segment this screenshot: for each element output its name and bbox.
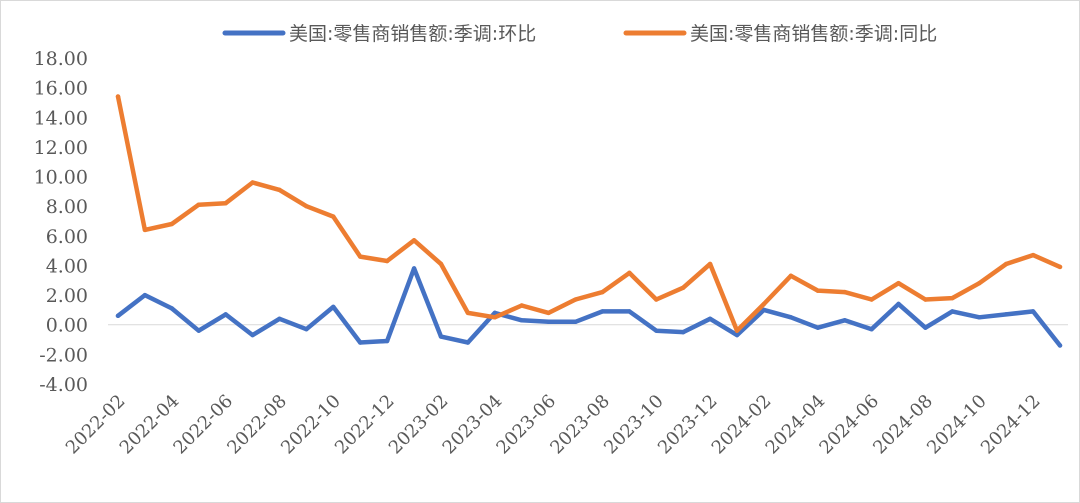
point-mom xyxy=(977,315,982,320)
point-yoy xyxy=(573,297,578,302)
point-yoy xyxy=(600,289,605,295)
point-mom xyxy=(519,318,524,323)
point-yoy xyxy=(1003,261,1009,267)
point-mom xyxy=(411,266,417,271)
point-mom xyxy=(115,313,121,319)
point-mom xyxy=(761,307,767,313)
x-tick-label: 2024-12 xyxy=(977,391,1045,459)
legend: 美国:零售商销售额:季调:环比 美国:零售商销售额:季调:同比 xyxy=(222,23,937,45)
point-yoy xyxy=(815,288,820,293)
point-mom xyxy=(842,318,847,323)
plot-area xyxy=(108,94,1068,348)
point-mom xyxy=(869,326,874,332)
point-mom xyxy=(358,340,363,345)
point-yoy xyxy=(223,201,228,206)
point-mom xyxy=(142,292,148,298)
point-mom xyxy=(707,316,713,321)
point-mom xyxy=(492,310,497,316)
point-yoy xyxy=(169,221,175,227)
point-yoy xyxy=(115,94,121,99)
y-axis: 18.00 16.00 14.00 12.00 10.00 8.00 6.00 4.00 2.0… xyxy=(34,48,88,396)
point-yoy xyxy=(250,180,255,185)
point-mom xyxy=(923,325,928,330)
point-mom xyxy=(169,306,175,311)
point-mom xyxy=(384,338,390,344)
point-yoy xyxy=(519,303,524,308)
point-mom xyxy=(600,309,605,314)
point-yoy xyxy=(681,285,686,290)
point-mom xyxy=(681,329,686,335)
series-line-yoy xyxy=(115,94,1063,333)
point-yoy xyxy=(654,297,659,302)
point-mom xyxy=(573,319,578,324)
point-yoy xyxy=(1030,252,1036,258)
y-tick-label: 14.00 xyxy=(34,107,88,129)
legend-label-mom: 美国:零售商销售额:季调:环比 xyxy=(289,23,536,45)
point-mom xyxy=(896,301,901,307)
point-yoy xyxy=(277,187,282,193)
y-tick-label: 8.00 xyxy=(46,196,88,218)
y-tick-label: 12.00 xyxy=(34,137,88,159)
point-mom xyxy=(196,328,201,333)
point-mom xyxy=(250,332,255,338)
y-tick-label: 2.00 xyxy=(46,285,88,307)
point-mom xyxy=(465,340,471,345)
point-yoy xyxy=(842,289,847,295)
point-yoy xyxy=(734,328,740,333)
point-yoy xyxy=(358,254,363,259)
point-yoy xyxy=(869,297,874,302)
point-yoy xyxy=(546,310,551,316)
x-axis: 2022-022022-042022-062022-082022-102022-… xyxy=(62,391,1045,459)
point-mom xyxy=(546,319,551,324)
point-mom xyxy=(1030,309,1036,314)
series-line-mom xyxy=(115,266,1063,348)
point-yoy xyxy=(196,202,201,207)
y-tick-label: 18.00 xyxy=(34,48,88,70)
point-yoy xyxy=(977,281,982,286)
point-yoy xyxy=(331,214,336,219)
point-mom xyxy=(815,325,820,330)
point-mom xyxy=(438,334,444,339)
point-yoy xyxy=(950,295,955,301)
point-mom xyxy=(331,304,336,310)
y-tick-label: 4.00 xyxy=(46,255,88,277)
y-tick-label: -2.00 xyxy=(39,344,88,366)
point-yoy xyxy=(761,301,767,307)
point-yoy xyxy=(304,203,309,209)
point-mom xyxy=(734,332,740,338)
point-yoy xyxy=(411,238,417,243)
point-mom xyxy=(788,315,794,320)
point-yoy xyxy=(896,281,901,286)
point-mom xyxy=(654,328,659,333)
point-mom xyxy=(1057,343,1063,348)
legend-label-yoy: 美国:零售商销售额:季调:同比 xyxy=(690,23,937,45)
point-yoy xyxy=(142,227,148,233)
y-tick-label: 6.00 xyxy=(46,226,88,248)
point-mom xyxy=(950,309,955,314)
point-yoy xyxy=(438,261,444,267)
point-mom xyxy=(277,316,282,321)
point-yoy xyxy=(492,315,497,320)
point-yoy xyxy=(788,273,794,279)
y-tick-label: -4.00 xyxy=(39,374,88,396)
point-mom xyxy=(1003,312,1009,317)
point-mom xyxy=(223,312,228,317)
y-tick-label: 10.00 xyxy=(34,167,88,189)
point-mom xyxy=(627,309,632,314)
point-yoy xyxy=(1057,264,1063,270)
point-mom xyxy=(304,326,309,332)
y-tick-label: 16.00 xyxy=(34,78,88,100)
point-yoy xyxy=(465,310,471,316)
point-yoy xyxy=(707,261,713,267)
y-tick-label: 0.00 xyxy=(46,315,88,337)
point-yoy xyxy=(627,270,632,276)
point-yoy xyxy=(923,297,928,302)
point-yoy xyxy=(384,258,390,264)
